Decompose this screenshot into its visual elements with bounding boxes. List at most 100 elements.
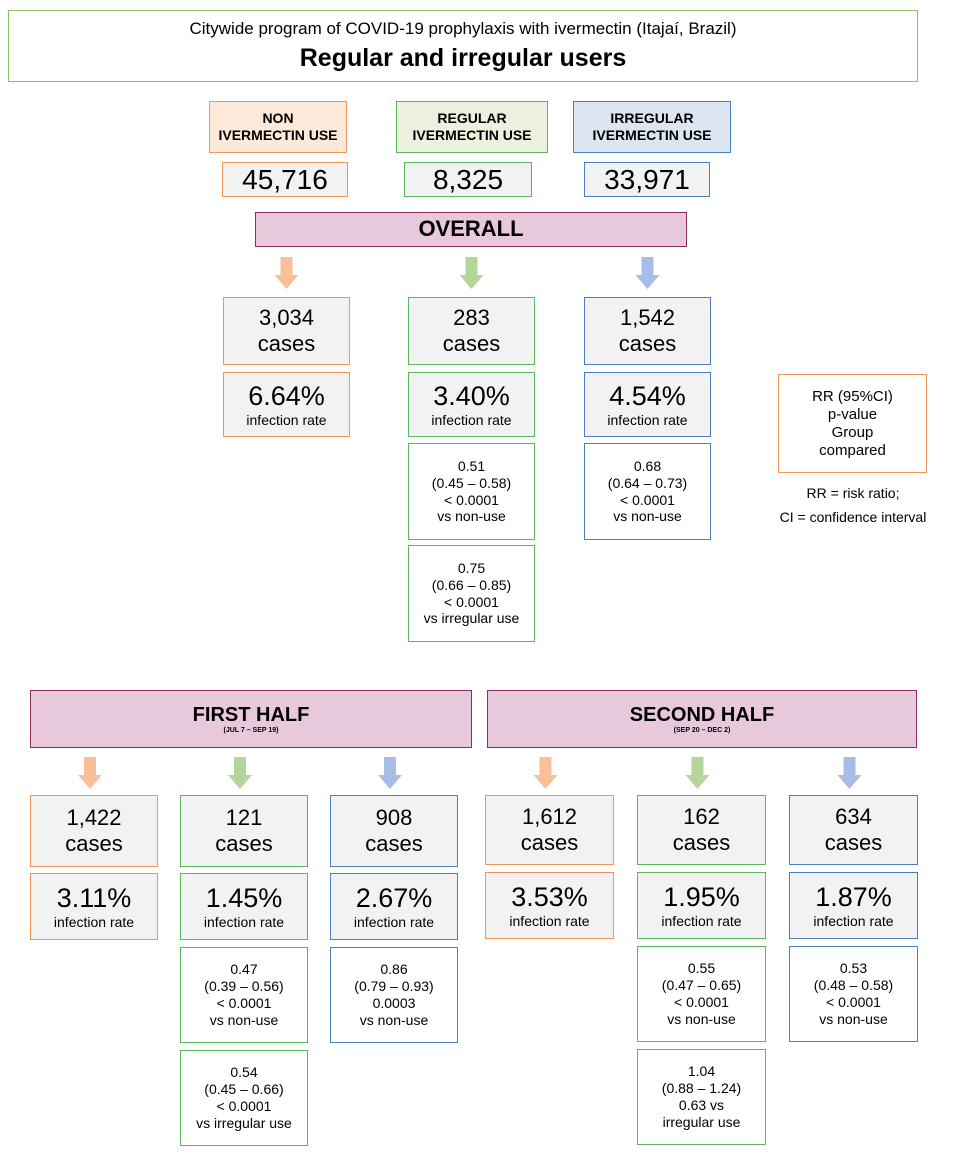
cases-value: 3,034 xyxy=(258,304,315,330)
rate-label: infection rate xyxy=(661,913,742,930)
arrow xyxy=(459,257,484,289)
comparison-line: < 0.0001 xyxy=(620,491,675,508)
cases-box: 1,542 cases xyxy=(584,297,711,365)
cases-value: 1,542 xyxy=(619,304,676,330)
cases-box: 908 cases xyxy=(330,795,458,867)
cases-box: 634 cases xyxy=(789,795,918,865)
cases-box: 121 cases xyxy=(180,795,308,867)
cases-label: cases xyxy=(672,830,731,855)
comparison-line: 0.54 xyxy=(230,1064,258,1081)
period-title: FIRST HALF xyxy=(192,703,310,726)
rate-box: 2.67% infection rate xyxy=(330,873,458,940)
legend-line: RR (95%CI) xyxy=(812,387,893,405)
header-title: Regular and irregular users xyxy=(299,44,627,73)
period-range: (SEP 20 – DEC 2) xyxy=(673,726,731,734)
comparison-line: vs irregular use xyxy=(423,610,520,627)
comparison-line: vs non-use xyxy=(667,1010,736,1027)
comparison-line: 0.63 vs xyxy=(678,1097,725,1113)
cases-label: cases xyxy=(365,831,423,856)
group-label-line: NON xyxy=(262,110,294,127)
cases-label: cases xyxy=(824,830,883,855)
period-title: SECOND HALF xyxy=(629,703,775,726)
comparison-box: 0.51 (0.45 – 0.58) < 0.0001 vs non-use xyxy=(408,443,535,540)
group-label: NON IVERMECTIN USE xyxy=(209,101,347,153)
comparison-line: 0.68 xyxy=(633,457,662,474)
comparison-line: < 0.0001 xyxy=(216,995,272,1011)
count-value: 8,325 xyxy=(432,163,504,195)
comparison-line: 0.47 xyxy=(230,961,258,978)
period-range: (JUL 7 – SEP 19) xyxy=(223,726,279,734)
cases-label: cases xyxy=(257,331,316,356)
rate-label: infection rate xyxy=(353,914,435,931)
comparison-box: 1.04 (0.88 – 1.24) 0.63 vs irregular use xyxy=(637,1049,766,1145)
cases-value: 162 xyxy=(683,803,720,829)
comparison-line: irregular use xyxy=(662,1113,741,1130)
legend-line: compared xyxy=(819,441,886,459)
arrow xyxy=(635,257,660,289)
comparison-line: 0.86 xyxy=(380,961,408,978)
rate-value: 2.67% xyxy=(355,882,433,913)
comparison-line: vs non-use xyxy=(437,508,506,525)
group-count: 45,716 xyxy=(222,162,348,197)
legend-note: RR = risk ratio; xyxy=(806,485,900,501)
arrow xyxy=(685,757,710,789)
comparison-line: < 0.0001 xyxy=(444,491,499,508)
rate-box: 1.45% infection rate xyxy=(180,873,308,940)
group-count: 8,325 xyxy=(404,162,532,197)
rate-value: 1.87% xyxy=(815,881,892,912)
rate-box: 3.53% infection rate xyxy=(485,872,614,939)
comparison-line: 0.75 xyxy=(457,559,486,576)
arrow xyxy=(228,757,252,789)
legend-box: RR (95%CI) p-value Group compared xyxy=(778,374,927,473)
cases-value: 1,612 xyxy=(521,803,578,829)
group-count: 33,971 xyxy=(584,162,710,197)
rate-label: infection rate xyxy=(203,914,285,931)
comparison-line: vs non-use xyxy=(359,1011,429,1028)
rate-value: 1.45% xyxy=(205,882,283,913)
arrow xyxy=(533,757,558,789)
rate-value: 3.11% xyxy=(56,882,132,913)
comparison-line: 0.55 xyxy=(687,960,716,977)
rate-value: 4.54% xyxy=(609,380,686,411)
comparison-line: (0.45 – 0.66) xyxy=(204,1081,284,1098)
comparison-line: (0.47 – 0.65) xyxy=(661,977,742,994)
comparison-line: vs non-use xyxy=(613,508,682,525)
cases-box: 1,612 cases xyxy=(485,795,614,865)
header-subtitle: Citywide program of COVID-19 prophylaxis… xyxy=(189,18,737,38)
rate-label: infection rate xyxy=(53,914,135,931)
group-label-line: IRREGULAR xyxy=(610,110,694,127)
rate-label: infection rate xyxy=(607,412,688,429)
group-label: IRREGULAR IVERMECTIN USE xyxy=(573,101,731,153)
comparison-box: 0.55 (0.47 – 0.65) < 0.0001 vs non-use xyxy=(637,946,766,1042)
comparison-line: (0.45 – 0.58) xyxy=(431,474,512,491)
rate-label: infection rate xyxy=(509,913,590,930)
comparison-line: < 0.0001 xyxy=(674,994,729,1010)
arrow xyxy=(274,257,299,289)
comparison-line: vs irregular use xyxy=(196,1114,292,1131)
rate-box: 3.40% infection rate xyxy=(408,372,535,437)
period-header: SECOND HALF (SEP 20 – DEC 2) xyxy=(487,690,917,748)
legend-note: CI = confidence interval xyxy=(779,509,927,525)
comparison-line: 0.0003 xyxy=(372,995,416,1011)
period-header: OVERALL xyxy=(255,212,687,247)
group-label-line: REGULAR xyxy=(437,110,507,127)
arrow xyxy=(78,757,102,789)
rate-box: 6.64% infection rate xyxy=(223,372,350,437)
group-label-line: IVERMECTIN USE xyxy=(412,127,532,143)
cases-value: 283 xyxy=(453,304,490,330)
legend-line: p-value xyxy=(827,405,878,423)
group-label-line: IVERMECTIN USE xyxy=(218,127,338,143)
rate-label: infection rate xyxy=(246,412,327,429)
cases-box: 3,034 cases xyxy=(223,297,350,365)
rate-value: 6.64% xyxy=(248,380,325,411)
count-value: 45,716 xyxy=(242,163,328,195)
header: Citywide program of COVID-19 prophylaxis… xyxy=(8,10,918,82)
arrow xyxy=(837,757,862,789)
comparison-line: (0.39 – 0.56) xyxy=(204,978,284,995)
legend-line: Group xyxy=(831,423,874,441)
rate-box: 4.54% infection rate xyxy=(584,372,711,437)
comparison-line: (0.79 – 0.93) xyxy=(354,978,434,995)
arrow xyxy=(378,757,402,789)
